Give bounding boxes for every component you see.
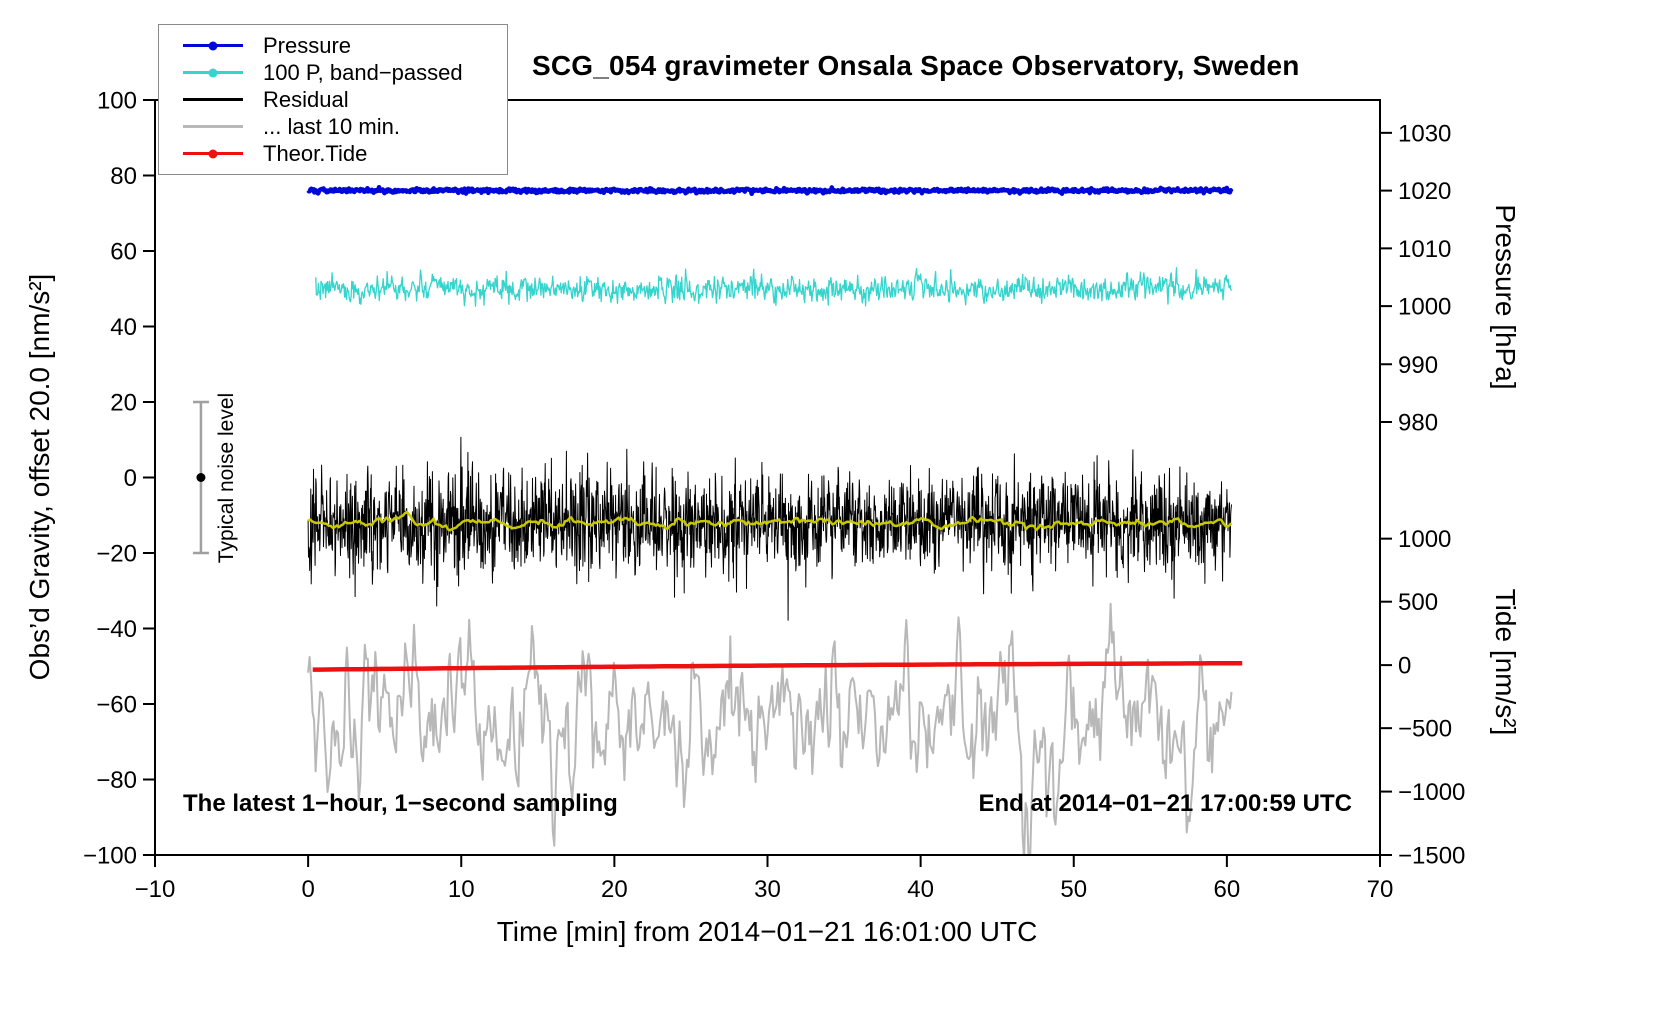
tick-label: 50 [1060, 876, 1087, 903]
legend-item: Pressure [159, 32, 507, 59]
tick-label: 990 [1398, 352, 1438, 379]
y-axis-left-title: Obs’d Gravity, offset 20.0 [nm/s²] [24, 273, 55, 681]
tick-label: −80 [96, 767, 137, 794]
series-residual [307, 436, 1232, 621]
tick-label: −100 [83, 843, 137, 870]
tick-label: −20 [96, 541, 137, 568]
tick-label: 1010 [1398, 236, 1451, 263]
legend-item: Theor.Tide [159, 140, 507, 167]
tick-label: 80 [110, 163, 137, 190]
tick-label: 70 [1367, 876, 1394, 903]
tick-label: 0 [124, 465, 137, 492]
legend-marker [177, 41, 249, 50]
series-100-p-band-passed [315, 267, 1233, 307]
legend-marker [177, 68, 249, 77]
end-time-note: End at 2014−01−21 17:00:59 UTC [978, 790, 1352, 817]
legend-marker [177, 124, 249, 129]
legend-item: Residual [159, 86, 507, 113]
tick-label: 1020 [1398, 178, 1451, 205]
tick-label: 20 [110, 390, 137, 417]
tick-label: 40 [907, 876, 934, 903]
legend-label: ... last 10 min. [263, 113, 400, 139]
legend-marker [177, 97, 249, 102]
series-residual-smoothed [307, 510, 1233, 532]
series--last-10-min- [307, 602, 1233, 855]
tick-label: 10 [448, 876, 475, 903]
legend-dot-icon [208, 149, 218, 158]
tick-label: 980 [1398, 410, 1438, 437]
chart-title: SCG_054 gravimeter Onsala Space Observat… [532, 50, 1300, 81]
tick-label: −10 [135, 876, 176, 903]
tick-label: 100 [97, 88, 137, 115]
legend-label: Residual [263, 86, 349, 112]
tick-label: 30 [754, 876, 781, 903]
tick-label: 500 [1398, 589, 1438, 616]
legend-label: Pressure [263, 32, 352, 58]
tick-label: −1500 [1398, 843, 1465, 870]
tick-label: −40 [96, 616, 137, 643]
x-ticks: −10 0 10 20 30 40 50 60 70 [135, 855, 1394, 903]
tick-label: −1000 [1398, 779, 1465, 806]
tick-label: 60 [1214, 876, 1241, 903]
legend-dot-icon [208, 41, 218, 50]
y-left-ticks: 100 80 60 40 20 0 −20 −40 −60 −80 −100 [83, 88, 155, 870]
legend-item: ... last 10 min. [159, 113, 507, 140]
tick-label: −60 [96, 692, 137, 719]
legend-dot-icon [208, 68, 218, 77]
tick-label: 1000 [1398, 294, 1451, 321]
noise-level-dot [196, 473, 206, 482]
legend-label: 100 P, band−passed [263, 59, 463, 85]
tick-label: 20 [601, 876, 628, 903]
legend-marker [177, 149, 249, 158]
tick-label: 1030 [1398, 120, 1451, 147]
tick-label: 1000 [1398, 526, 1451, 553]
series-group [306, 184, 1243, 855]
series-theor-tide [312, 660, 1243, 672]
y-axis-tide-title: Tide [nm/s²] [1490, 588, 1521, 736]
tide-ticks: 1000 500 0 −500 −1000 −1500 [1380, 526, 1465, 870]
tick-label: 0 [301, 876, 314, 903]
legend: Pressure 100 P, band−passed Residual... la… [158, 24, 508, 175]
noise-level-errorbar [192, 400, 209, 555]
y-axis-pressure-title: Pressure [hPa] [1490, 204, 1521, 390]
series-pressure [306, 184, 1234, 197]
plot-frame [154, 99, 1381, 856]
tick-label: 0 [1398, 653, 1411, 680]
x-axis-title: Time [min] from 2014−01−21 16:01:00 UTC [496, 916, 1038, 947]
tick-label: 60 [110, 239, 137, 266]
noise-level-label: Typical noise level [215, 392, 238, 564]
tick-label: 40 [110, 314, 137, 341]
legend-label: Theor.Tide [263, 140, 368, 166]
pressure-ticks: 1030 1020 1010 1000 990 980 [1380, 120, 1451, 437]
legend-item: 100 P, band−passed [159, 59, 507, 86]
sampling-note: The latest 1−hour, 1−second sampling [183, 790, 618, 817]
tick-label: −500 [1398, 716, 1452, 743]
